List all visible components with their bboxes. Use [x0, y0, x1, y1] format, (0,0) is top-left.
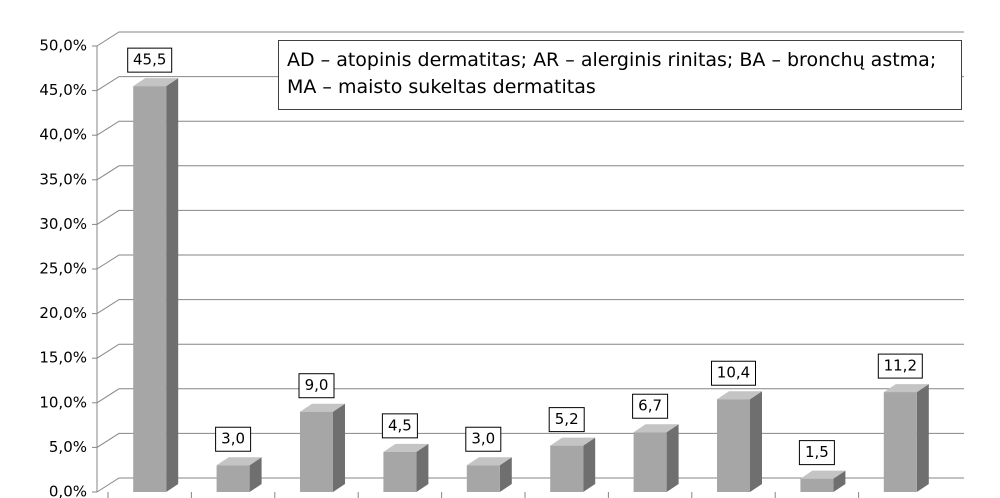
value-label-box [877, 353, 923, 379]
grid-line [96, 477, 964, 493]
bar-side [416, 443, 429, 492]
bar [800, 478, 834, 492]
grid-line [96, 165, 964, 181]
value-label-box [798, 440, 835, 466]
y-tick-label: 5,0% [49, 438, 87, 456]
bar-top [216, 457, 262, 466]
bar-side [916, 384, 929, 492]
grid-line [96, 31, 964, 47]
grid-line [96, 254, 964, 270]
bar-top [800, 470, 846, 479]
value-label-box [711, 360, 756, 386]
grid-line [96, 388, 964, 404]
value-label-box [298, 373, 335, 399]
y-tick-label: 35,0% [39, 170, 87, 188]
value-label: 9,0 [305, 376, 329, 394]
bar [216, 465, 250, 492]
bar-top [550, 437, 596, 446]
y-tick-label: 30,0% [39, 215, 87, 233]
grid-line [96, 343, 964, 359]
value-label-box [465, 426, 502, 452]
bar-side [583, 437, 596, 492]
y-tick-label: 10,0% [39, 393, 87, 411]
value-label-box [381, 413, 418, 439]
bar [550, 445, 584, 492]
bar-side [750, 391, 762, 492]
bar [883, 392, 917, 492]
value-label: 3,0 [221, 430, 245, 448]
bar-top [133, 78, 179, 87]
value-label: 45,5 [133, 51, 166, 69]
bar [633, 432, 667, 492]
bar-side [166, 78, 179, 492]
grid-line [96, 120, 964, 136]
value-label-box [548, 407, 585, 433]
grid-line [96, 299, 964, 315]
bar-top [883, 384, 929, 393]
bar-top [383, 443, 429, 452]
value-label: 4,5 [388, 416, 412, 434]
bar [383, 451, 417, 492]
bar-side [333, 403, 345, 492]
y-tick-label: 15,0% [39, 349, 87, 367]
value-label: 5,2 [555, 410, 579, 428]
value-label: 10,4 [717, 364, 750, 382]
bar-top [717, 391, 762, 400]
grid-line [96, 432, 964, 448]
value-label-box [632, 393, 669, 419]
value-label: 6,7 [638, 397, 662, 415]
bar [300, 411, 333, 492]
bar-side [249, 457, 262, 492]
bar [466, 465, 500, 492]
y-tick-label: 45,0% [39, 81, 87, 99]
y-tick-label: 0,0% [49, 483, 87, 498]
bar [133, 86, 167, 492]
y-tick-label: 20,0% [39, 304, 87, 322]
grid-line [96, 209, 964, 225]
y-tick-label: 25,0% [39, 260, 87, 278]
value-label: 11,2 [884, 357, 917, 375]
value-label: 1,5 [805, 443, 829, 461]
value-label-box [127, 47, 173, 73]
bar-side [499, 457, 512, 492]
annotation: AD – atopinis dermatitas; AR – alerginis… [278, 40, 962, 110]
y-tick-label: 40,0% [39, 126, 87, 144]
bar [717, 399, 750, 492]
bar-side [666, 424, 679, 492]
y-tick-label: 50,0% [39, 37, 87, 55]
bar-top [466, 457, 512, 466]
value-label-box [215, 426, 252, 452]
bar-top [633, 424, 679, 433]
bar-top [300, 403, 345, 412]
value-label: 3,0 [471, 430, 495, 448]
bar-side [833, 470, 846, 492]
